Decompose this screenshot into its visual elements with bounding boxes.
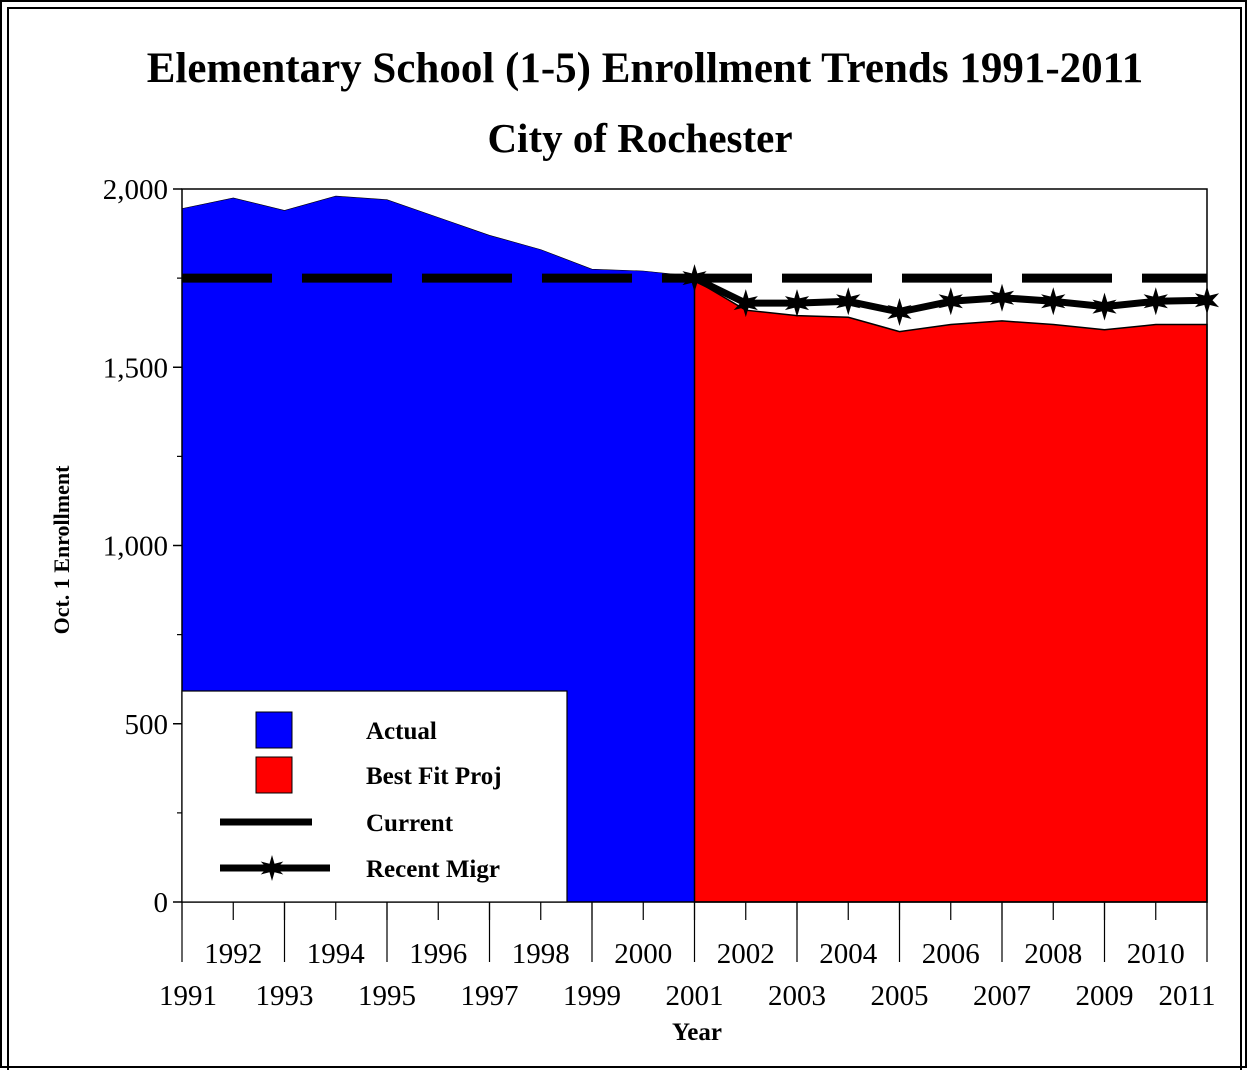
x-tick-label: 2000 bbox=[614, 938, 672, 970]
x-tick-label: 1999 bbox=[563, 980, 621, 1012]
x-tick-label: 2001 bbox=[666, 980, 724, 1012]
area-series-best-fit-proj bbox=[693, 278, 1208, 903]
x-tick-label: 2004 bbox=[819, 938, 878, 970]
x-tick-label: 1992 bbox=[204, 938, 262, 970]
x-tick-label: 2011 bbox=[1159, 980, 1216, 1012]
recent-migr-point bbox=[733, 289, 758, 318]
x-tick-label: 1991 bbox=[159, 980, 217, 1012]
inner-border bbox=[7, 7, 1242, 1070]
x-tick-label: 1995 bbox=[358, 980, 416, 1012]
chart-subtitle: City of Rochester bbox=[487, 115, 792, 161]
legend-label-best-fit-proj: Best Fit Proj bbox=[366, 763, 502, 790]
recent-migr-point bbox=[784, 289, 810, 318]
y-tick-label: 500 bbox=[125, 709, 169, 741]
x-axis-title: Year bbox=[672, 1019, 722, 1046]
recent-migr-point bbox=[938, 287, 963, 316]
x-tick-label: 1997 bbox=[461, 980, 519, 1012]
legend-label-current: Current bbox=[366, 810, 454, 837]
recent-migr-point bbox=[682, 264, 707, 293]
legend-swatch-best-fit-proj bbox=[255, 756, 293, 794]
x-tick-label: 1993 bbox=[256, 980, 314, 1012]
recent-migr-point bbox=[1143, 287, 1168, 316]
recent-migr-point bbox=[1041, 287, 1066, 316]
x-tick-label: 1996 bbox=[409, 938, 467, 970]
x-tick-label: 1998 bbox=[512, 938, 570, 970]
legend-label-actual: Actual bbox=[366, 718, 437, 745]
page-label: ig bbox=[0, 0, 22, 1]
recent-migr-point bbox=[1092, 292, 1117, 321]
x-tick-label: 2005 bbox=[871, 980, 929, 1012]
x-tick-label: 2007 bbox=[973, 980, 1031, 1012]
y-tick-label: 2,000 bbox=[103, 174, 168, 206]
recent-migr-point bbox=[836, 287, 861, 316]
x-tick-label: 1994 bbox=[307, 938, 366, 970]
y-axis-title: Oct. 1 Enrollment bbox=[49, 465, 74, 635]
y-tick-label: 1,500 bbox=[103, 352, 168, 384]
y-tick-label: 0 bbox=[154, 887, 169, 919]
x-tick-label: 2008 bbox=[1024, 938, 1082, 970]
x-tick-label: 2002 bbox=[717, 938, 775, 970]
x-tick-label: 2010 bbox=[1127, 938, 1185, 970]
chart-title: Elementary School (1-5) Enrollment Trend… bbox=[147, 45, 1144, 92]
legend-label-recent-migr: Recent Migr bbox=[366, 856, 500, 883]
x-tick-label: 2009 bbox=[1076, 980, 1134, 1012]
legend-swatch-actual bbox=[255, 711, 293, 749]
y-tick-label: 1,000 bbox=[103, 531, 168, 563]
x-tick-label: 2003 bbox=[768, 980, 826, 1012]
legend-star-recent-migr bbox=[260, 855, 284, 881]
recent-migr-point bbox=[887, 298, 912, 326]
recent-migr-point bbox=[989, 283, 1015, 312]
x-tick-label: 2006 bbox=[922, 938, 980, 970]
